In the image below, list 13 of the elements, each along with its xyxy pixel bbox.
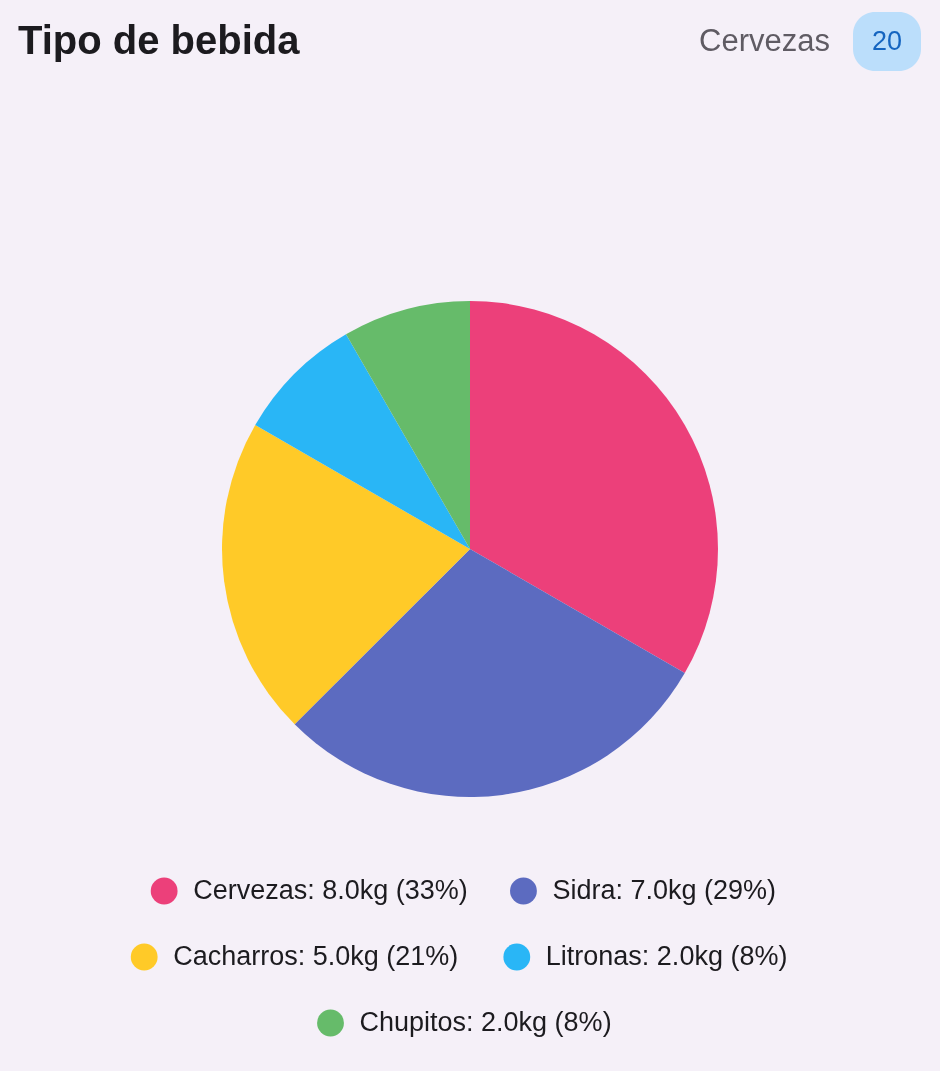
text: Cervezas xyxy=(699,23,830,58)
pie-slice xyxy=(346,301,470,549)
legend-label: Cervezas: 8.0kg (33%) xyxy=(193,875,468,905)
legend-label: Chupitos: 2.0kg (8%) xyxy=(359,1007,612,1037)
pie-slice xyxy=(222,425,470,725)
pie-slice xyxy=(255,334,470,549)
pie-slice xyxy=(294,549,685,797)
legend-label: Sidra: 7.0kg (29%) xyxy=(552,875,777,905)
legend-label: Cacharros: 5.0kg (21%) xyxy=(173,941,459,971)
chart-title: Tipo de bebida xyxy=(18,18,301,62)
pie-slice xyxy=(470,301,718,673)
legend-label: Litronas: 2.0kg (8%) xyxy=(545,941,788,971)
text: 20 xyxy=(871,26,903,56)
